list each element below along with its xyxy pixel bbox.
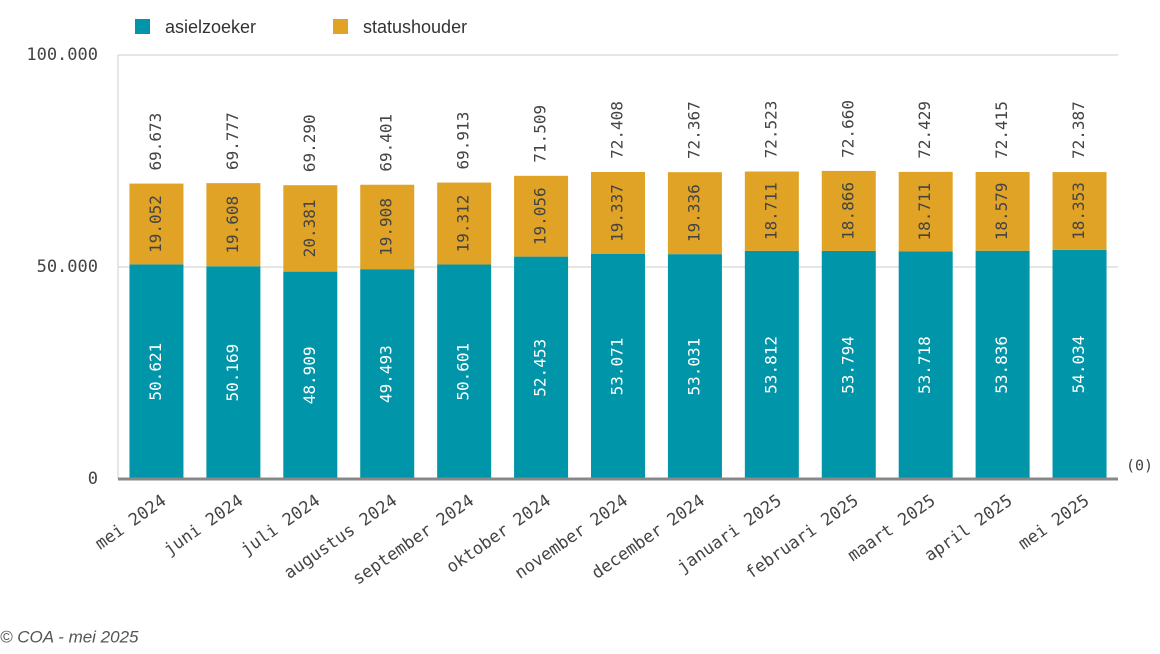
total-label: 72.408 [608,101,627,159]
bar-segment [206,266,261,479]
value-label: 20.381 [300,200,319,258]
legend-label: statushouder [363,17,467,37]
bar-segment [898,171,953,252]
value-label: 53.836 [992,336,1011,394]
total-label: 69.913 [454,112,473,170]
bar-segment [437,264,492,479]
total-label: 69.673 [146,113,165,171]
value-label: 52.453 [531,339,550,397]
bar-segment [591,171,645,254]
total-label: 72.367 [684,101,703,159]
bar-segment [667,254,722,479]
value-label: 19.056 [531,187,550,245]
bar-segment [821,250,876,479]
bar-segment [975,171,1030,251]
value-label: 19.052 [146,195,165,253]
value-label: 50.601 [454,343,473,401]
footer: © COA - mei 2025 [0,627,139,646]
bar-segment [744,171,799,251]
x-tick-label: juni 2024 [160,491,247,560]
legend-label: asielzoeker [165,17,256,37]
bar-segment [591,253,645,479]
value-label: 50.169 [223,344,242,402]
value-label: 19.312 [454,195,473,253]
total-label: 69.401 [377,114,396,172]
y-tick-label: 0 [88,469,98,489]
value-label: 49.493 [377,345,396,403]
x-tick-label: mei 2025 [1015,491,1094,554]
value-label: 53.031 [684,338,703,396]
total-label: 72.523 [761,101,780,159]
annotation: (0) [1126,457,1153,475]
legend-swatch [333,19,348,34]
bar-segment [821,170,876,251]
bar-segment [129,183,184,265]
value-label: 18.711 [915,183,934,241]
total-label: 69.777 [223,112,242,170]
bar-segment [975,250,1030,479]
bar-segment [283,185,338,272]
y-tick-label: 100.000 [26,45,98,65]
value-label: 19.608 [223,196,242,254]
value-label: 53.812 [761,336,780,394]
value-label: 19.336 [684,184,703,242]
value-label: 19.908 [377,198,396,256]
bar-segment [1052,249,1107,479]
value-label: 18.579 [992,182,1011,240]
value-label: 18.866 [838,182,857,240]
total-label: 72.387 [1069,101,1088,159]
total-label: 72.415 [992,101,1011,159]
bar-segment [514,256,569,479]
bar-segment [206,183,261,267]
value-label: 18.353 [1069,182,1088,240]
value-label: 48.909 [300,346,319,404]
x-tick-label: mei 2024 [92,491,171,554]
y-tick-label: 50.000 [37,257,98,277]
value-label: 53.718 [915,336,934,394]
value-label: 19.337 [608,184,627,242]
bar-segment [360,184,415,270]
bar-segment [514,175,569,257]
bar-segment [667,172,722,255]
value-label: 18.711 [761,182,780,240]
legend-swatch [135,19,150,34]
bar-segment [1052,172,1107,250]
total-label: 69.290 [300,114,319,172]
value-label: 50.621 [146,343,165,401]
value-label: 54.034 [1069,336,1088,394]
bar-segment [898,251,953,479]
bar-segment [437,182,492,265]
bar-segment [744,250,799,479]
value-label: 53.071 [608,338,627,396]
bar-segment [360,269,415,479]
total-label: 72.660 [838,100,857,158]
total-label: 72.429 [915,101,934,159]
value-label: 53.794 [838,336,857,394]
bar-segment [283,271,338,479]
bar-segment [129,264,184,479]
total-label: 71.509 [531,105,550,163]
